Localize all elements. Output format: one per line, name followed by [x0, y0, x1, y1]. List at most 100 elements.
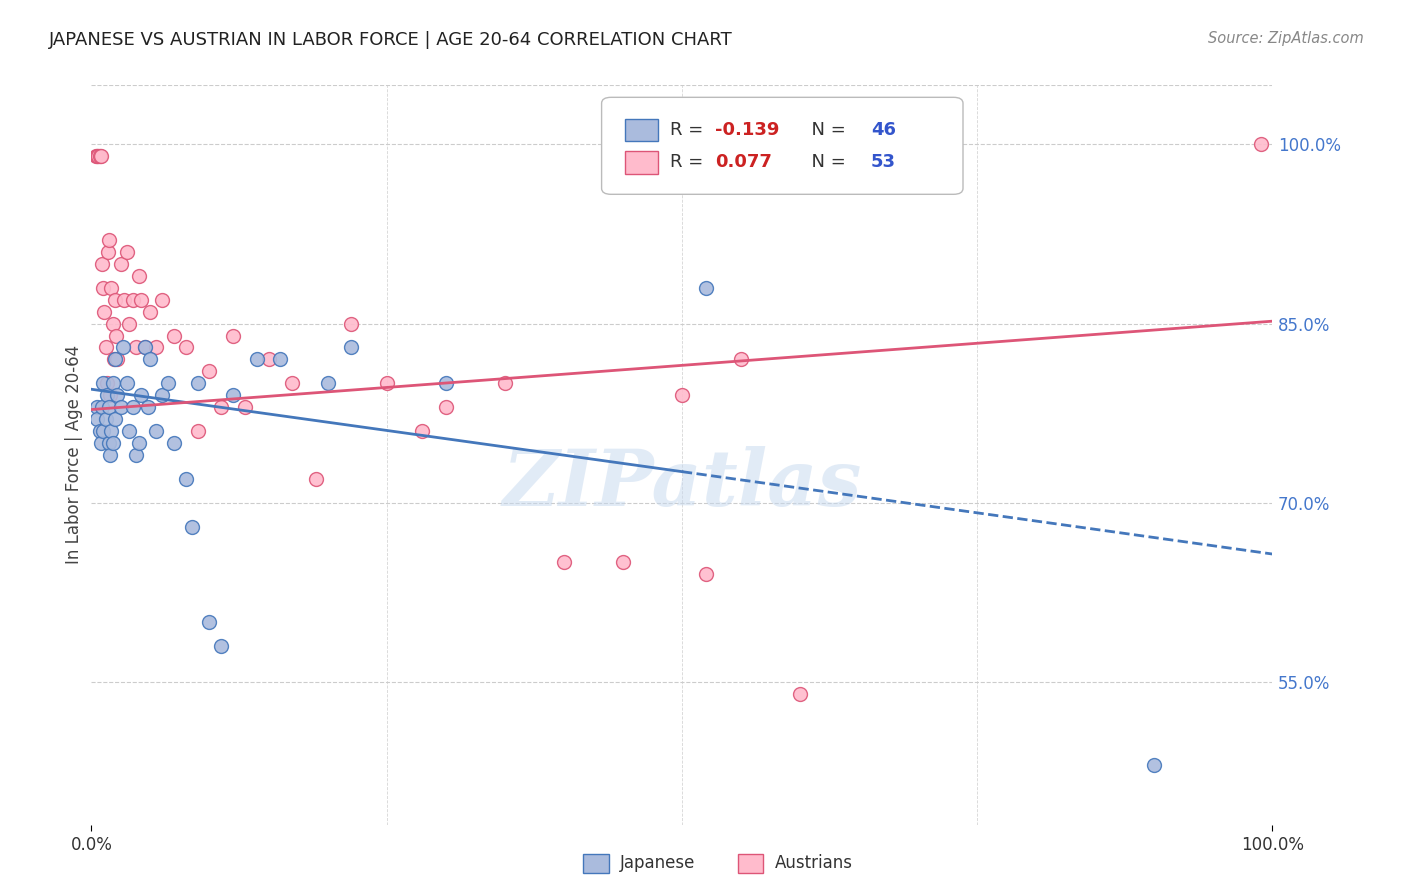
- Point: [98, 400, 121, 414]
- Point: [129, 388, 152, 402]
- Point: [129, 293, 152, 307]
- Point: [411, 424, 433, 438]
- Point: [91, 424, 114, 438]
- FancyBboxPatch shape: [602, 97, 963, 194]
- Point: [98, 388, 121, 402]
- Point: [91, 376, 114, 391]
- Point: [91, 400, 114, 414]
- Point: [163, 328, 186, 343]
- Point: [671, 388, 693, 402]
- Point: [222, 328, 245, 343]
- Point: [187, 376, 209, 391]
- Text: N =: N =: [800, 153, 852, 171]
- Point: [103, 352, 125, 367]
- Text: R =: R =: [671, 153, 709, 171]
- Point: [86, 149, 108, 163]
- Point: [789, 687, 811, 701]
- Point: [96, 376, 118, 391]
- Text: 46: 46: [870, 121, 896, 139]
- Point: [128, 436, 150, 450]
- Point: [305, 472, 328, 486]
- Point: [90, 436, 112, 450]
- Point: [174, 341, 197, 355]
- Point: [86, 400, 108, 414]
- Point: [1250, 137, 1272, 152]
- Point: [105, 328, 128, 343]
- Point: [100, 281, 122, 295]
- Text: 53: 53: [870, 153, 896, 171]
- Point: [101, 436, 124, 450]
- Point: [110, 400, 132, 414]
- Point: [198, 615, 221, 629]
- Point: [553, 555, 575, 569]
- Point: [125, 448, 148, 462]
- Point: [434, 400, 457, 414]
- Point: [150, 388, 173, 402]
- Point: [115, 376, 138, 391]
- Text: N =: N =: [800, 121, 852, 139]
- Text: 0.077: 0.077: [716, 153, 772, 171]
- Point: [222, 388, 245, 402]
- Point: [187, 424, 209, 438]
- Point: [209, 400, 232, 414]
- Text: Source: ZipAtlas.com: Source: ZipAtlas.com: [1208, 31, 1364, 46]
- Point: [139, 304, 162, 318]
- Point: [112, 341, 135, 355]
- Point: [209, 639, 232, 653]
- Point: [114, 293, 136, 307]
- Point: [87, 149, 110, 163]
- Y-axis label: In Labor Force | Age 20-64: In Labor Force | Age 20-64: [65, 345, 83, 565]
- Point: [105, 352, 128, 367]
- Point: [145, 424, 167, 438]
- Point: [150, 293, 173, 307]
- Point: [118, 424, 141, 438]
- Point: [128, 268, 150, 283]
- Point: [96, 388, 118, 402]
- Point: [118, 317, 141, 331]
- Point: [100, 424, 122, 438]
- Point: [157, 376, 180, 391]
- Point: [125, 341, 148, 355]
- FancyBboxPatch shape: [626, 152, 658, 174]
- Text: Austrians: Austrians: [775, 855, 852, 872]
- Point: [105, 388, 128, 402]
- Point: [121, 400, 143, 414]
- Point: [730, 352, 752, 367]
- Point: [104, 412, 127, 426]
- Point: [340, 341, 363, 355]
- Point: [1143, 758, 1166, 772]
- Point: [93, 304, 115, 318]
- Point: [94, 412, 117, 426]
- Text: -0.139: -0.139: [716, 121, 779, 139]
- Text: ZIPatlas: ZIPatlas: [502, 446, 862, 523]
- Point: [695, 567, 717, 582]
- Point: [110, 257, 132, 271]
- Point: [316, 376, 339, 391]
- Point: [121, 293, 143, 307]
- Point: [97, 244, 120, 259]
- Point: [695, 281, 717, 295]
- Point: [104, 293, 127, 307]
- Point: [89, 149, 111, 163]
- Point: [104, 352, 127, 367]
- Point: [86, 412, 108, 426]
- Point: [91, 257, 114, 271]
- Point: [84, 149, 107, 163]
- Point: [134, 341, 156, 355]
- Point: [281, 376, 304, 391]
- Point: [89, 424, 111, 438]
- Text: JAPANESE VS AUSTRIAN IN LABOR FORCE | AGE 20-64 CORRELATION CHART: JAPANESE VS AUSTRIAN IN LABOR FORCE | AG…: [49, 31, 733, 49]
- Text: R =: R =: [671, 121, 709, 139]
- Point: [91, 281, 114, 295]
- Point: [163, 436, 186, 450]
- Point: [139, 352, 162, 367]
- Point: [136, 400, 159, 414]
- Point: [101, 376, 124, 391]
- Point: [257, 352, 280, 367]
- Point: [180, 519, 202, 533]
- Point: [94, 341, 117, 355]
- Point: [246, 352, 269, 367]
- Point: [375, 376, 398, 391]
- Point: [174, 472, 197, 486]
- Point: [98, 233, 121, 247]
